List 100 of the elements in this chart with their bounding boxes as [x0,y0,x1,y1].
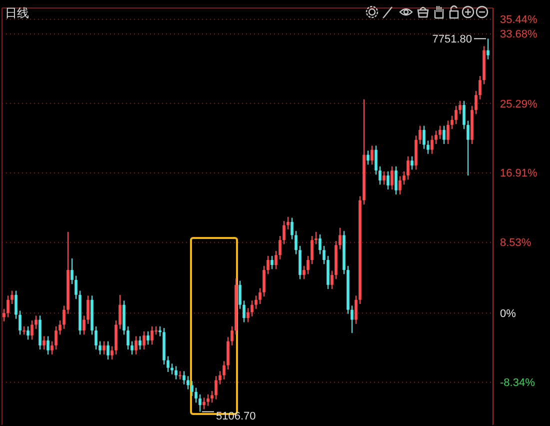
candlestick [382,170,386,186]
y-tick-label: 35.44% [500,14,538,26]
candlestick [282,220,286,245]
candlestick [218,370,222,385]
candlestick [258,288,262,304]
candlestick [254,295,258,310]
candlestick [426,140,430,154]
candlestick [454,105,458,125]
candlestick [82,315,86,336]
y-tick-label: -8.34% [500,377,536,390]
y-tick-label: 33.68% [500,28,538,41]
y-tick-label: 0% [500,308,516,320]
candlestick [62,305,66,330]
candlestick [238,280,242,310]
candlestick [2,308,6,322]
candlestick [94,326,98,350]
candlestick [6,295,10,318]
candlestick [110,346,114,360]
candlestick [486,38,490,60]
annotation: 7751.80 [432,34,472,46]
candlestick [474,90,478,115]
candlestick [366,150,370,166]
candlestick [230,326,234,346]
candlestick [42,336,46,350]
candlestick [106,340,110,360]
candlestick [318,234,322,255]
candlestick [410,156,414,170]
candlestick [434,130,438,144]
candlestick [394,166,398,196]
candlestick [134,336,138,356]
candlestick [430,135,434,154]
candlestick [194,387,198,404]
candlestick [246,308,250,323]
candlestick [370,145,374,166]
candlestick [198,394,202,412]
candlestick [386,170,390,190]
candlestick [262,265,266,297]
candlestick [270,255,274,270]
candlestick [74,275,78,300]
candlestick [390,166,394,190]
candlestick [374,145,378,176]
candlestick [354,295,358,324]
candlestick [310,235,314,265]
candlestick [442,125,446,144]
candlestick [466,120,470,176]
candlestick [98,340,102,356]
candlestick [190,380,194,396]
candlestick [70,258,74,285]
candlestick [330,270,334,290]
candlestick [250,300,254,317]
candlestick [398,176,402,196]
candlestick [138,336,142,350]
candlestick [158,326,162,337]
candlestick [166,356,170,372]
candlestick [102,340,106,356]
candlestick [146,330,150,346]
candlestick [150,326,154,346]
candlestick [222,360,226,380]
candlestick [402,170,406,186]
candlestick [338,227,342,250]
candlestick [214,376,218,400]
candlestick [462,100,466,130]
candlestick [46,336,50,356]
candlestick [86,295,90,324]
candlestick [58,320,62,336]
candlestick [186,376,190,390]
candlestick [126,326,130,350]
candlestick [182,370,186,385]
candlestick [406,156,410,180]
y-tick-label: 25.29% [500,98,538,110]
candlestick [202,397,206,410]
candlestick [210,390,214,404]
candlestick [142,330,146,350]
candlestick [438,125,442,140]
candlestick [278,235,282,260]
candlestick [446,120,450,144]
candlestick [302,265,306,280]
candlestick [174,366,178,380]
candlestick [26,326,30,340]
candlestick [178,370,182,380]
candlestick [10,290,14,304]
candlestick [34,315,38,330]
annotation: 5106.70 [216,410,256,423]
candlestick [458,100,462,115]
candlestick [322,245,326,265]
candlestick [18,310,22,336]
candlestick [422,125,426,150]
y-tick-label: 8.53% [500,237,532,250]
candlestick [350,305,354,334]
candlestick [450,115,454,130]
candlestick [54,326,58,350]
candlestick [290,217,294,240]
candlestick [418,125,422,144]
candlestick [378,166,382,186]
candlestick [30,320,34,340]
candlestick [206,394,210,406]
candlestick [314,231,318,245]
candlestick [118,294,122,330]
candlestick [286,216,290,230]
candlestick [478,75,482,100]
